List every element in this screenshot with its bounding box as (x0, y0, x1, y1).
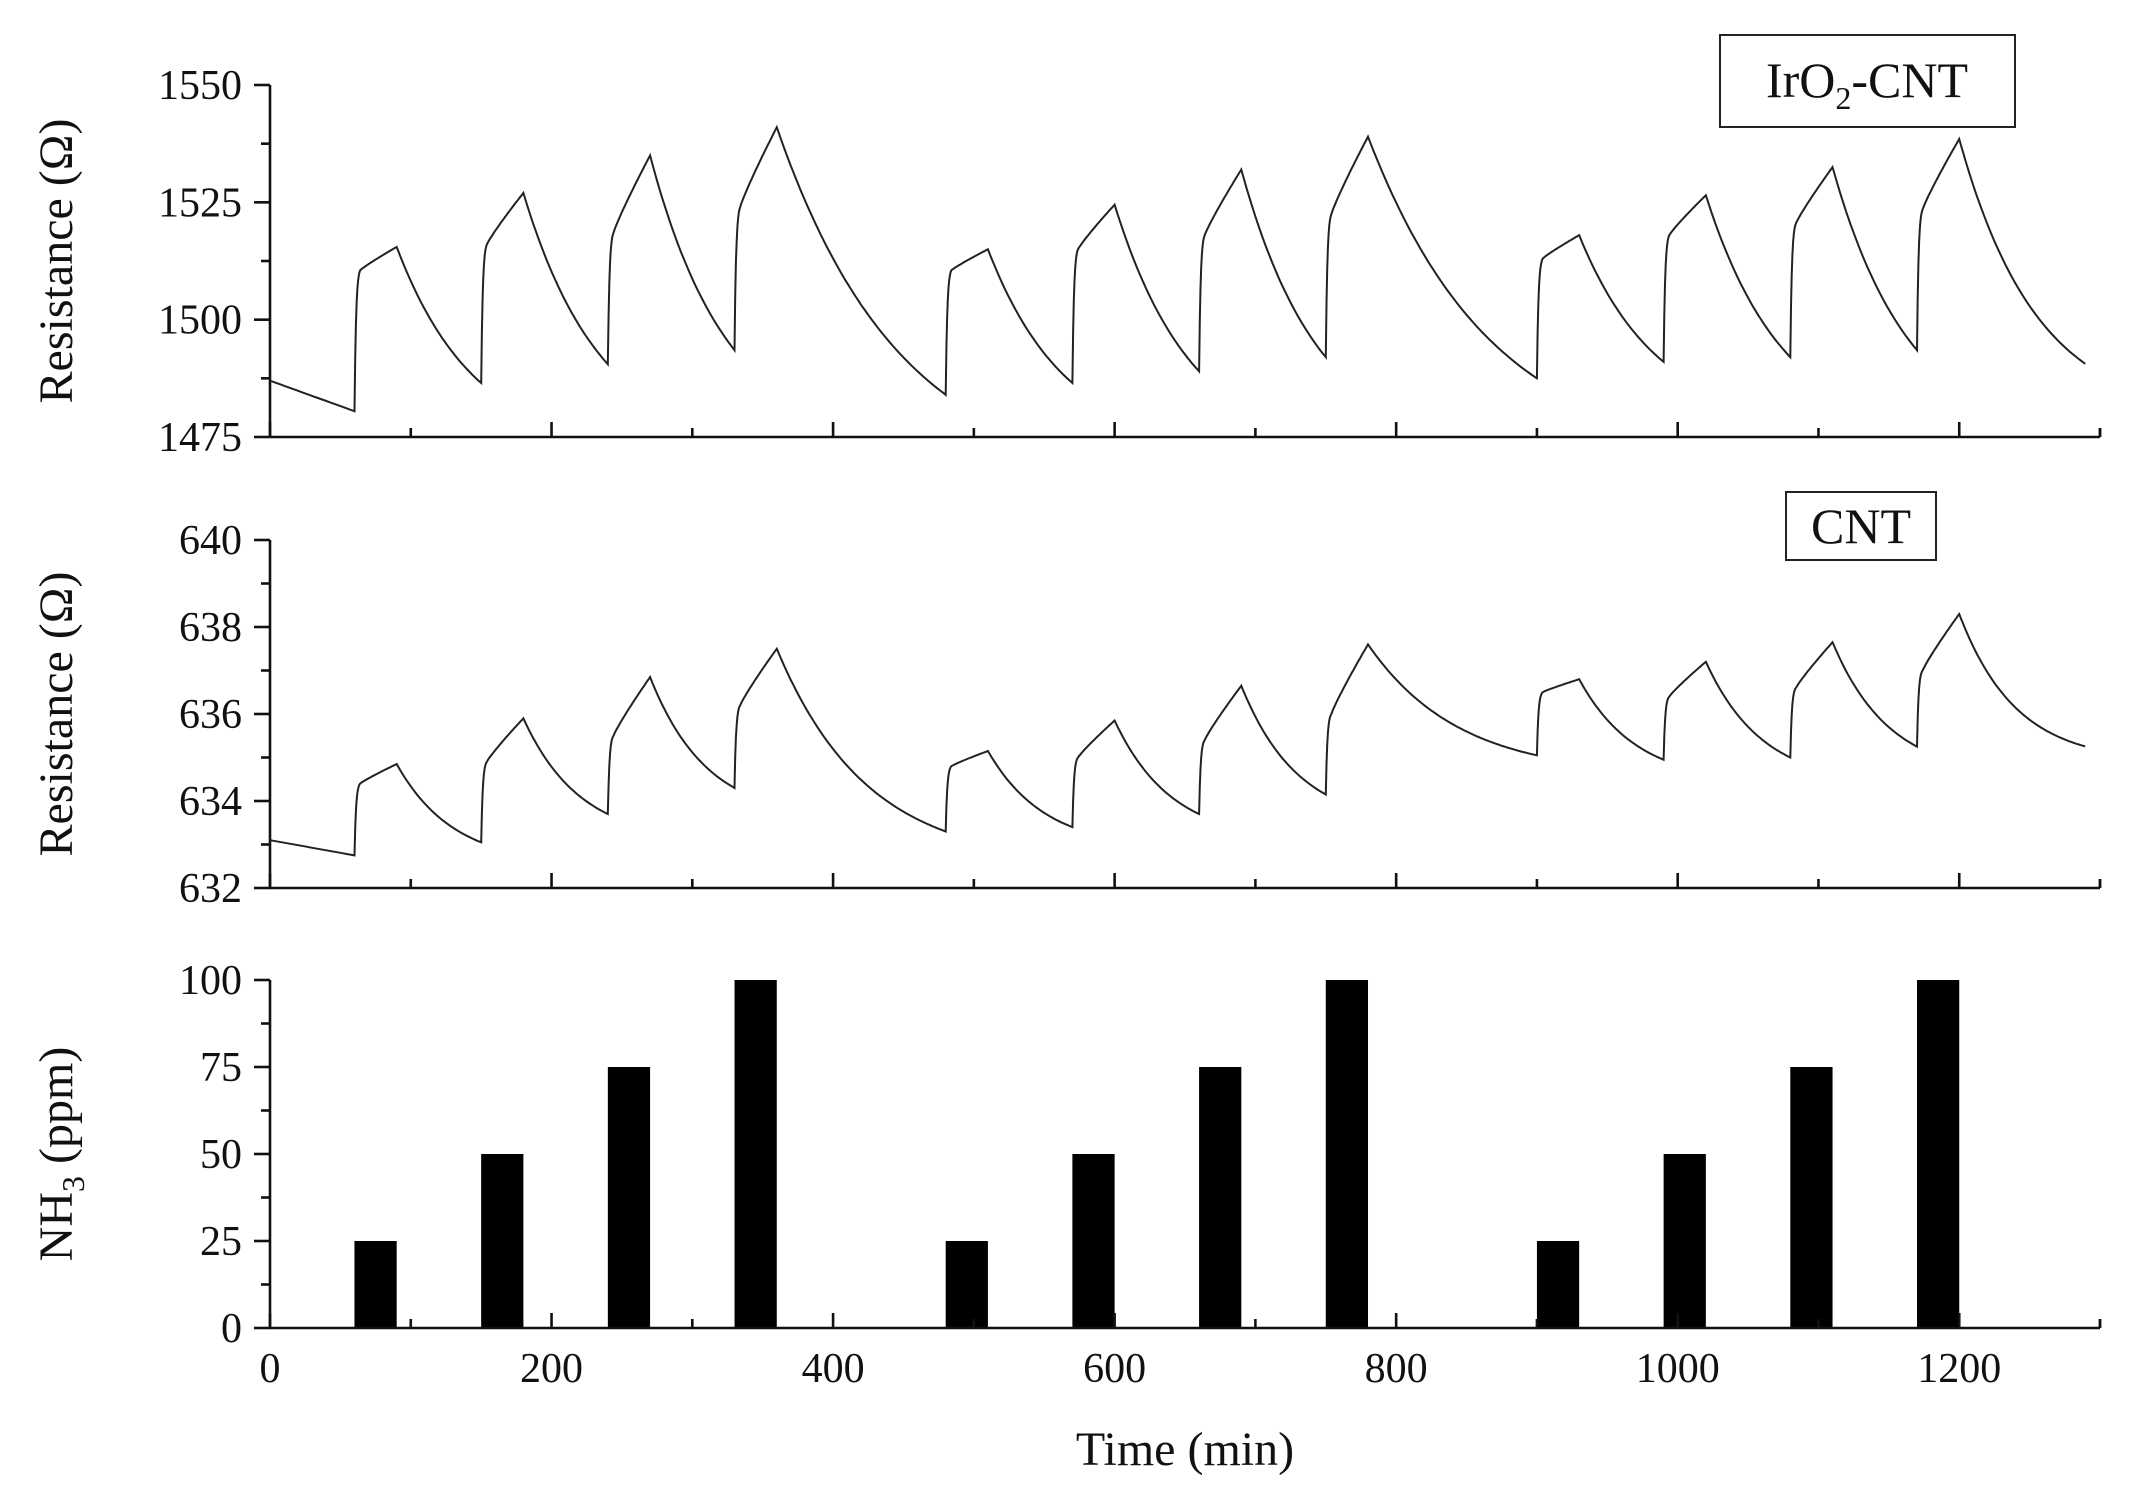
resistance-curve-iro2-cnt (269, 124, 2086, 413)
nh3-bar-1 (354, 1241, 397, 1328)
ylabel-ppm: (ppm) (30, 1047, 83, 1176)
nh3-bar-6 (1072, 1154, 1115, 1328)
y-tick-label: 75 (200, 1045, 242, 1091)
legend-cnt-suffix: -CNT (1851, 52, 1968, 108)
x-tick-label: 600 (1083, 1346, 1146, 1392)
y-tick-label: 640 (179, 518, 242, 564)
legend-label-top: IrO2-CNT (1766, 52, 1968, 116)
y-tick-labels-bottom: 0 25 50 75 100 (179, 958, 242, 1352)
nh3-bar-4 (734, 980, 777, 1328)
resistance-curve-cnt (269, 611, 2086, 857)
y-tick-label: 100 (179, 958, 242, 1004)
legend-subscript-2: 2 (1835, 80, 1851, 116)
x-tick-label: 400 (802, 1346, 865, 1392)
nh3-bar-5 (945, 1241, 988, 1328)
y-tick-label: 0 (221, 1306, 242, 1352)
y-tick-labels-middle: 632 634 636 638 640 (179, 518, 242, 912)
panel-iro2-cnt: 1475 1500 1525 1550 Resistance (Ω) IrO2-CNT (30, 34, 2102, 461)
y-tick-label: 50 (200, 1132, 242, 1178)
y-tick-label: 636 (179, 692, 242, 738)
legend-box-top (1719, 34, 2016, 128)
ylabel-nh: NH (30, 1192, 83, 1261)
x-tick-label: 1200 (1917, 1346, 2001, 1392)
legend-iro2-cnt: IrO2-CNT (1719, 34, 2016, 128)
y-tick-label: 1475 (158, 415, 242, 461)
y-tick-label: 25 (200, 1219, 242, 1265)
y-tick-label: 634 (179, 779, 242, 825)
x-tick-label: 0 (260, 1346, 281, 1392)
ticks-top (254, 83, 2102, 439)
ticks-bottom (254, 978, 2102, 1330)
nh3-bar-7 (1199, 1067, 1242, 1328)
panel-nh3: 0 25 50 75 100 0 200 400 600 800 1000 1200 NH3 (pp… (30, 958, 2102, 1476)
y-tick-label: 638 (179, 605, 242, 651)
nh3-bars (354, 980, 1960, 1328)
nh3-bar-9 (1536, 1241, 1580, 1328)
x-axis-title: Time (min) (1076, 1423, 1294, 1476)
nh3-bar-2 (481, 1154, 524, 1328)
x-tick-label: 800 (1365, 1346, 1428, 1392)
legend-cnt: CNT (1785, 491, 1937, 561)
legend-iro: IrO (1766, 52, 1835, 108)
legend-label-middle: CNT (1811, 498, 1911, 554)
ticks-middle (254, 538, 2102, 890)
ylabel-subscript-3: 3 (55, 1176, 91, 1192)
legend-box-middle (1785, 491, 1937, 561)
nh3-bar-12 (1917, 980, 1960, 1328)
x-tick-label: 1000 (1636, 1346, 1720, 1392)
y-axis-title-top: Resistance (Ω) (30, 119, 83, 404)
nh3-bar-10 (1663, 1154, 1706, 1328)
y-tick-label: 1500 (158, 298, 242, 344)
nh3-bar-8 (1325, 980, 1369, 1328)
y-tick-label: 1550 (158, 63, 242, 109)
y-tick-labels-top: 1475 1500 1525 1550 (158, 63, 242, 461)
nh3-bar-11 (1790, 1067, 1833, 1328)
y-tick-label: 632 (179, 866, 242, 912)
panel-cnt: 632 634 636 638 640 Resistance (Ω) CNT (30, 491, 2102, 912)
x-tick-labels-bottom: 0 200 400 600 800 1000 1200 (260, 1346, 2002, 1392)
y-tick-label: 1525 (158, 180, 242, 226)
y-axis-title-bottom: NH3 (ppm) (30, 1047, 91, 1262)
nh3-bar-3 (607, 1067, 651, 1328)
x-tick-label: 200 (520, 1346, 583, 1392)
y-axis-title-middle: Resistance (Ω) (30, 572, 83, 857)
